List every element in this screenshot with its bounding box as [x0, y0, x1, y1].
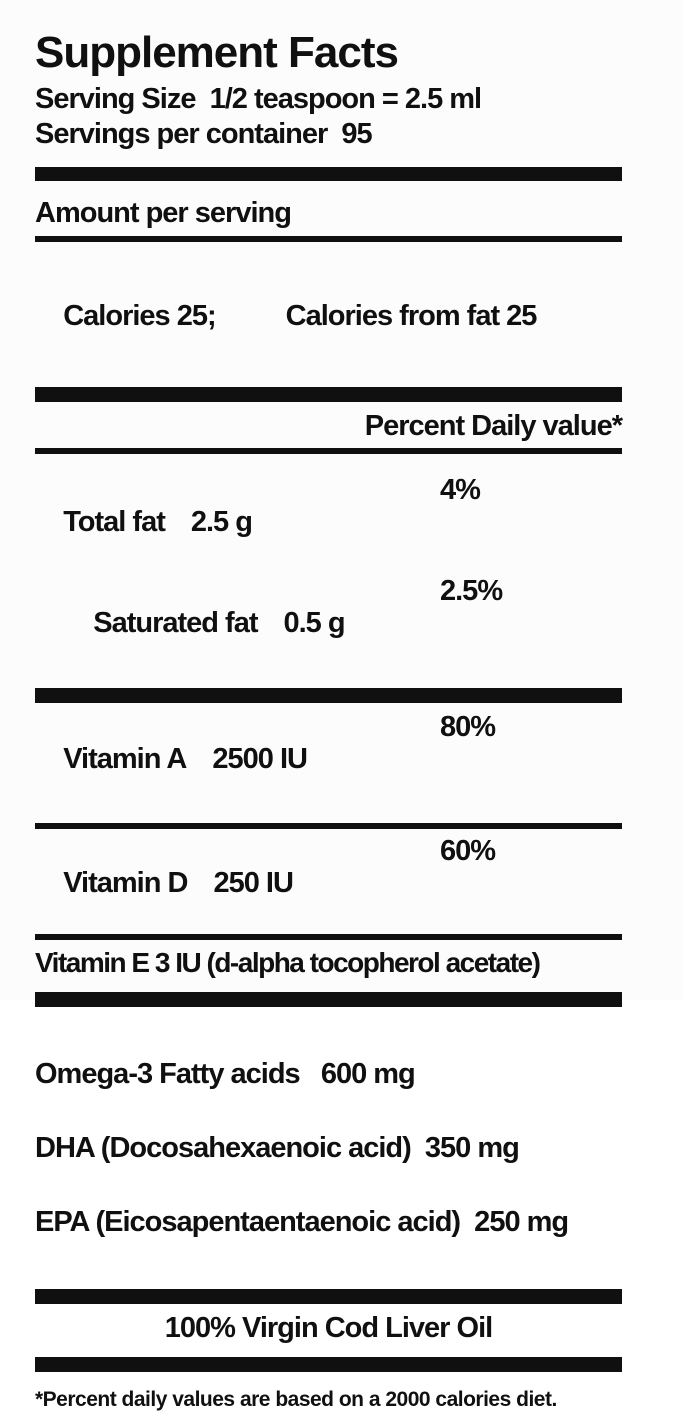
divider-thick-top [35, 167, 622, 182]
nutrient-daily-value: 4% [440, 474, 481, 507]
nutrient-row-vitamin-a: Vitamin A 2500 IU 80% [35, 711, 622, 807]
divider-thin-amount [35, 236, 622, 243]
percent-daily-value-header: Percent Daily value* [364, 410, 623, 443]
epa-line: EPA (Eicosapentaentaenoic acid) 250 mg [35, 1206, 569, 1239]
dha-line: DHA (Docosahexaenoic acid) 350 mg [35, 1132, 520, 1165]
nutrient-row-vitamin-d: Vitamin D 250 IU 60% [35, 835, 622, 931]
nutrient-name: Vitamin D [63, 867, 188, 900]
divider-thin-vitamin-a [35, 823, 622, 830]
nutrient-name: Vitamin A [63, 743, 187, 776]
supplement-facts-label: Supplement Facts Serving Size 1/2 teaspo… [35, 28, 623, 1412]
vitamin-e-line: Vitamin E 3 IU (d-alpha tocopherol aceta… [35, 947, 541, 979]
source-line: 100% Virgin Cod Liver Oil [164, 1312, 493, 1345]
nutrient-amount: 2500 IU [212, 743, 308, 776]
omega-3-line: Omega-3 Fatty acids 600 mg [35, 1058, 416, 1091]
label-title: Supplement Facts [35, 28, 399, 77]
nutrient-daily-value: 2.5% [440, 575, 503, 608]
calories-value: Calories 25; [63, 300, 216, 333]
nutrient-amount: 2.5 g [190, 506, 253, 539]
divider-thick-fats [35, 688, 622, 704]
nutrient-row-total-fat: Total fat 2.5 g 4% [35, 474, 622, 570]
serving-size-line: Serving Size 1/2 teaspoon = 2.5 ml [35, 83, 482, 116]
nutrient-name: Saturated fat [93, 607, 258, 640]
amount-per-serving-heading: Amount per serving [35, 197, 292, 230]
calories-row: Calories 25; Calories from fat 25 [35, 268, 622, 364]
nutrient-row-saturated-fat: Saturated fat 0.5 g 2.5% [35, 575, 622, 671]
nutrient-name: Total fat [63, 506, 166, 539]
nutrient-amount: 250 IU [213, 867, 293, 900]
nutrient-amount: 0.5 g [283, 607, 346, 640]
nutrient-daily-value: 60% [440, 835, 496, 868]
divider-thin-vitamin-d [35, 934, 622, 941]
divider-thick-omega [35, 1289, 622, 1305]
omega-fatty-acids-block: Omega-3 Fatty acids 600 mg DHA (Docosahe… [35, 1019, 622, 1277]
divider-thick-source [35, 1357, 622, 1373]
daily-value-footnote: *Percent daily values are based on a 200… [35, 1388, 557, 1412]
nutrient-daily-value: 80% [440, 711, 496, 744]
servings-per-container-line: Servings per container 95 [35, 118, 373, 151]
calories-from-fat-value: Calories from fat 25 [285, 300, 538, 333]
divider-thick-calories [35, 387, 622, 403]
divider-thin-pdv [35, 448, 622, 455]
